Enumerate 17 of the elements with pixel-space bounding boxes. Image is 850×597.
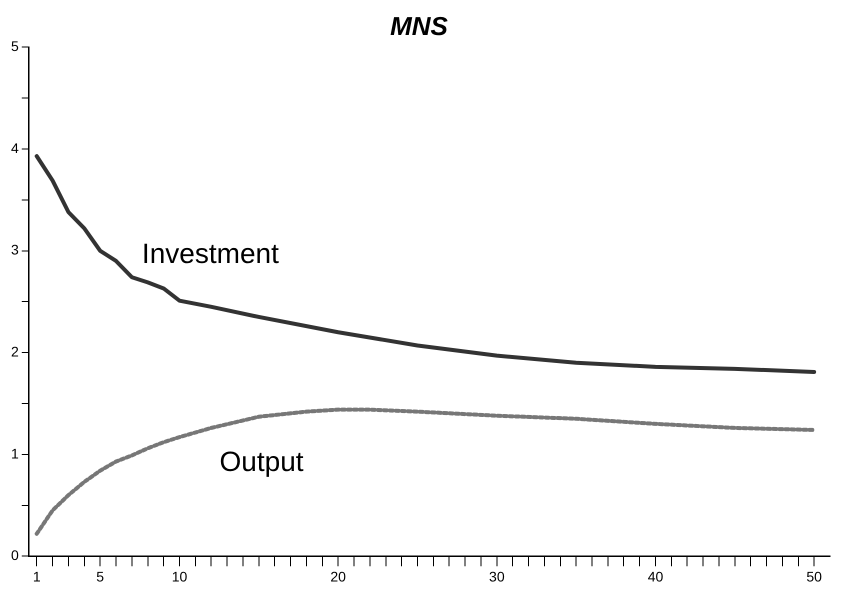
series-label: Investment xyxy=(142,238,280,269)
x-tick-label: 20 xyxy=(330,568,346,584)
y-tick-label: 1 xyxy=(10,445,19,462)
x-tick-label: 50 xyxy=(806,568,822,584)
x-tick-label: 10 xyxy=(172,568,188,584)
y-tick-label: 4 xyxy=(10,140,19,156)
chart-title: MNS xyxy=(390,10,449,41)
x-tick-label: 40 xyxy=(648,568,664,584)
y-tick-label: 0 xyxy=(10,547,19,564)
y-tick-label: 2 xyxy=(10,343,19,360)
y-tick-label: 5 xyxy=(10,38,19,54)
y-tick-label: 3 xyxy=(10,242,19,258)
x-tick-label: 1 xyxy=(32,568,41,584)
x-tick-label: 5 xyxy=(96,568,104,584)
x-tick-label: 30 xyxy=(489,568,505,584)
line-series xyxy=(34,408,816,536)
series-label: Output xyxy=(220,446,304,477)
